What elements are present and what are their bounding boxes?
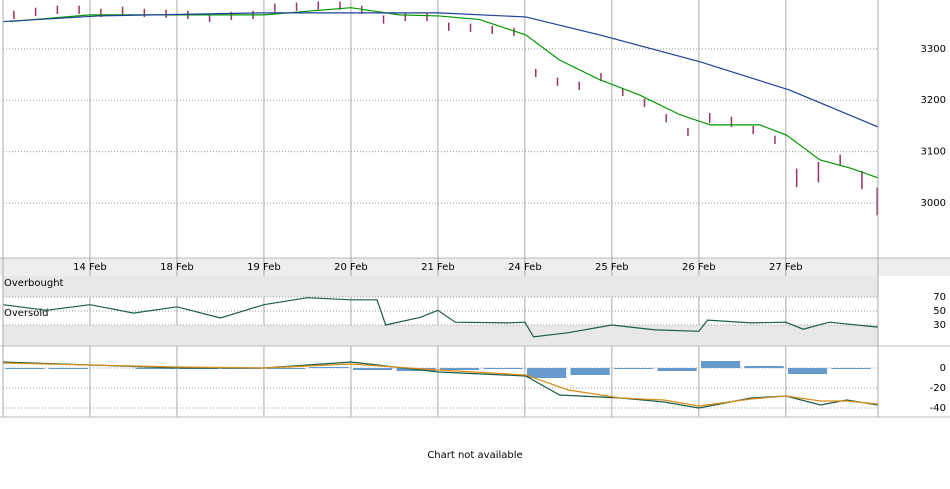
y-tick-label: 3300 (921, 44, 946, 55)
y-tick-label: -40 (930, 403, 946, 414)
histogram-bar (135, 368, 175, 369)
x-tick-label: 26 Feb (682, 262, 716, 273)
oversold-band (3, 325, 878, 346)
histogram-bar (309, 367, 349, 368)
y-tick-label: 3200 (921, 95, 946, 106)
histogram-bar (440, 368, 480, 370)
footer-message: Chart not available (427, 450, 522, 461)
y-tick-label: 0 (940, 363, 946, 374)
indicator-line (2, 362, 879, 407)
histogram-bar (614, 368, 654, 369)
overbought-band (3, 276, 878, 297)
x-tick-label: 18 Feb (160, 262, 194, 273)
indicator-line (2, 297, 879, 338)
histogram-bar (527, 368, 567, 378)
histogram-bar (744, 366, 784, 368)
y-tick-label: 70 (933, 292, 946, 303)
indicator-line (2, 12, 879, 128)
y-tick-label: 30 (933, 320, 946, 331)
histogram-bar (787, 368, 828, 374)
histogram-bar (570, 368, 610, 375)
x-tick-label: 27 Feb (769, 262, 803, 273)
histogram-bar (657, 368, 697, 371)
x-tick-label: 24 Feb (508, 262, 542, 273)
y-tick-label: 50 (933, 306, 946, 317)
x-tick-label: 21 Feb (421, 262, 455, 273)
annotation: Oversold (4, 308, 49, 319)
x-tick-label: 14 Feb (73, 262, 107, 273)
histogram-bar (266, 368, 306, 369)
x-tick-label: 20 Feb (334, 262, 368, 273)
histogram-bar (700, 361, 741, 368)
histogram-bar (831, 368, 871, 369)
y-tick-label: 3000 (921, 198, 946, 209)
indicator-line (9, 7, 879, 179)
histogram-bar (353, 368, 393, 370)
x-tick-label: 19 Feb (247, 262, 281, 273)
y-tick-label: -20 (930, 383, 946, 394)
annotation: Overbought (4, 278, 64, 289)
histogram-bar (5, 368, 45, 369)
histogram-bar (483, 368, 523, 369)
date-band (0, 258, 950, 276)
x-tick-label: 25 Feb (595, 262, 629, 273)
histogram-bar (48, 368, 88, 369)
y-tick-label: 3100 (921, 147, 946, 158)
